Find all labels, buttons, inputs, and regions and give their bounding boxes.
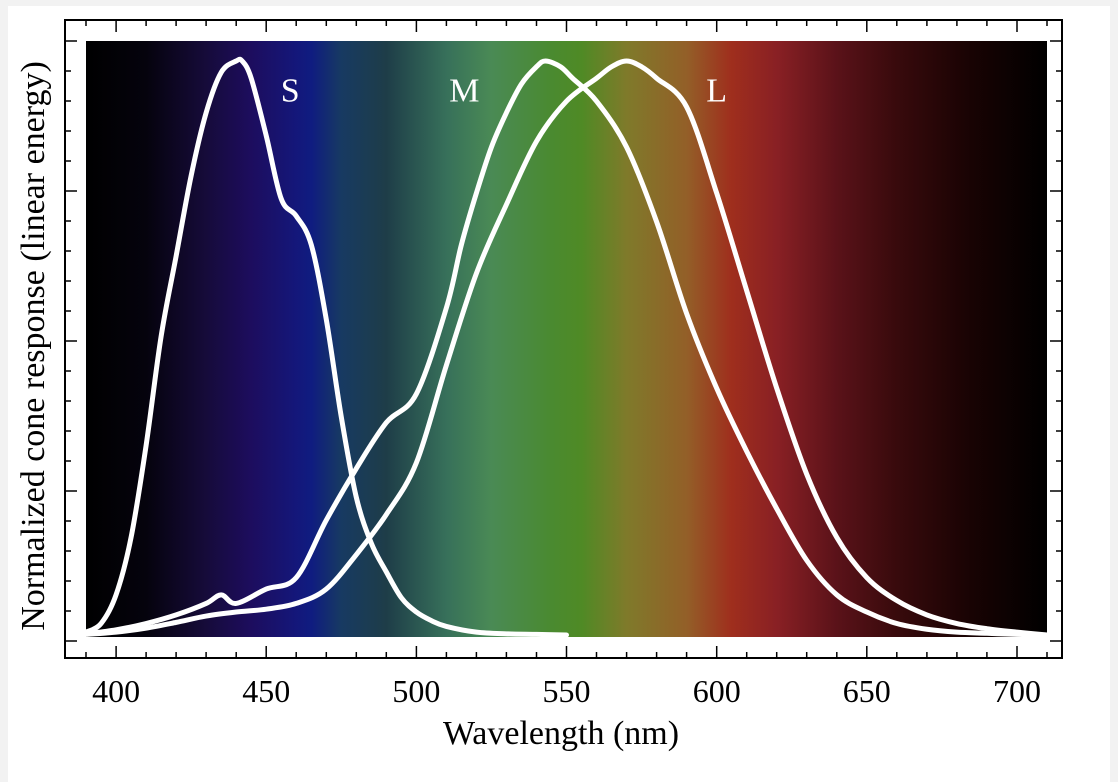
y-axis-ticks xyxy=(65,40,1062,642)
curve-label-l: L xyxy=(706,73,727,110)
x-tick-label: 700 xyxy=(993,673,1041,709)
x-tick-label: 550 xyxy=(543,673,591,709)
x-tick-label: 600 xyxy=(693,673,741,709)
curve-label-m: M xyxy=(449,73,479,110)
x-tick-label: 450 xyxy=(242,673,290,709)
x-tick-label: 400 xyxy=(92,673,140,709)
cone-response-chart: S M L 400 450 500 550 600 650 700 Wavelength (nm… xyxy=(15,19,1063,752)
x-axis-tick-labels: 400 450 500 550 600 650 700 xyxy=(92,673,1041,709)
curve-l xyxy=(83,58,1050,638)
x-axis-title: Wavelength (nm) xyxy=(443,715,679,752)
curve-s xyxy=(83,56,569,638)
plot-frame xyxy=(64,19,1063,659)
x-tick-label: 500 xyxy=(392,673,440,709)
chart-card: S M L 400 450 500 550 600 650 700 Wavelength (nm… xyxy=(8,6,1110,782)
curve-m xyxy=(83,58,1050,638)
x-axis-ticks xyxy=(85,20,1048,658)
spectrum-background xyxy=(86,41,1047,637)
curve-label-s: S xyxy=(281,73,300,110)
y-axis-title: Normalized cone response (linear energy) xyxy=(15,61,52,631)
curve-group xyxy=(83,56,1050,638)
x-tick-label: 650 xyxy=(843,673,891,709)
